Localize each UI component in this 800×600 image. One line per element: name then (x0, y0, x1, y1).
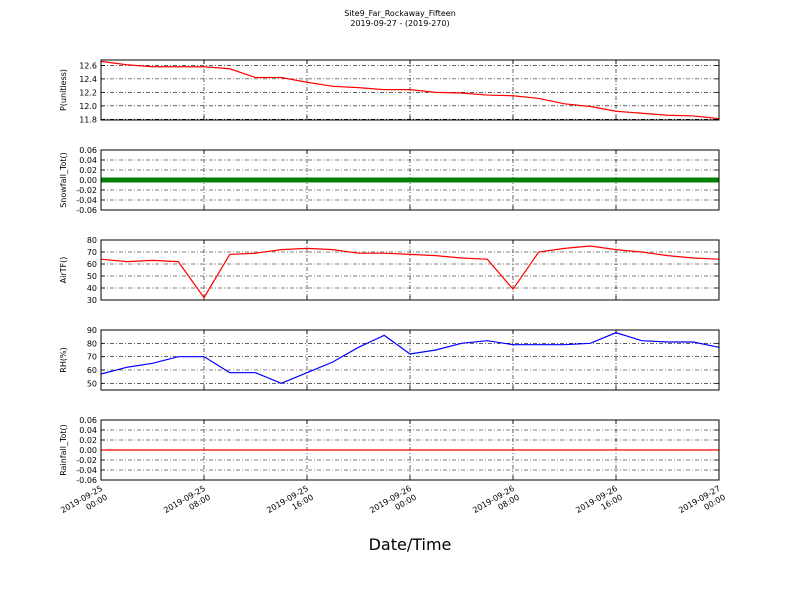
x-tick-label: 2019-09-2500:00 (59, 484, 109, 524)
y-axis-label: P(unitless) (59, 69, 68, 111)
y-tick-label: -0.06 (76, 476, 97, 485)
y-tick-label: 12.4 (79, 75, 97, 84)
y-tick-label: 50 (87, 272, 97, 281)
y-tick-label: 80 (87, 339, 97, 348)
x-tick-label: 2019-09-2700:00 (677, 484, 727, 524)
y-axis-label: AirTF() (59, 257, 68, 284)
y-tick-label: 0.04 (79, 426, 97, 435)
plot-frame (100, 239, 720, 301)
chart-subtitle: 2019-09-27 - (2019-270) (350, 19, 449, 28)
x-tick-label-group: 2019-09-2516:00 (265, 484, 315, 524)
x-tick-label-group: 2019-09-2500:00 (59, 484, 109, 524)
y-tick-label: 0.00 (79, 176, 97, 185)
y-tick-label: 12.6 (79, 61, 97, 70)
x-tick-label: 2019-09-2600:00 (368, 484, 418, 524)
y-axis-label: Snowfall_Tot() (59, 152, 68, 208)
y-tick-label: -0.04 (76, 466, 97, 475)
y-tick-label: 0.06 (79, 146, 97, 155)
y-tick-label: 11.8 (79, 115, 97, 124)
y-tick-label: -0.06 (76, 206, 97, 215)
data-line (101, 332, 719, 384)
x-tick-label: 2019-09-2616:00 (574, 484, 624, 524)
plot-frame (100, 59, 720, 121)
plot-frame (100, 149, 720, 211)
x-tick-label-group: 2019-09-2608:00 (471, 484, 521, 524)
y-tick-label: -0.02 (76, 456, 97, 465)
x-tick-label-group: 2019-09-2616:00 (574, 484, 624, 524)
y-tick-label: 0.06 (79, 416, 97, 425)
y-tick-label: 80 (87, 236, 97, 245)
plot-frame (100, 419, 720, 481)
y-tick-label: 0.00 (79, 446, 97, 455)
data-line (101, 245, 719, 299)
y-tick-label: 0.02 (79, 166, 97, 175)
x-tick-label-group: 2019-09-2700:00 (677, 484, 727, 524)
y-tick-label: 0.04 (79, 156, 97, 165)
y-tick-label: 70 (87, 353, 97, 362)
y-tick-label: 12.0 (79, 102, 97, 111)
x-tick-label-group: 2019-09-2508:00 (162, 484, 212, 524)
x-tick-label-group: 2019-09-2600:00 (368, 484, 418, 524)
x-tick-label: 2019-09-2516:00 (265, 484, 315, 524)
y-tick-label: 50 (87, 379, 97, 388)
y-tick-label: 70 (87, 248, 97, 257)
data-line (101, 60, 719, 120)
y-tick-label: 60 (87, 260, 97, 269)
y-tick-label: 30 (87, 296, 97, 305)
y-axis-label: Rainfall_Tot() (59, 424, 68, 476)
chart-title: Site9_Far_Rockaway_Fifteen (344, 9, 456, 18)
y-tick-label: 0.02 (79, 436, 97, 445)
y-tick-label: -0.02 (76, 186, 97, 195)
y-tick-label: -0.04 (76, 196, 97, 205)
y-tick-label: 90 (87, 326, 97, 335)
y-tick-label: 60 (87, 366, 97, 375)
x-tick-label: 2019-09-2608:00 (471, 484, 521, 524)
y-tick-label: 12.2 (79, 88, 97, 97)
y-axis-label: RH(%) (59, 347, 68, 372)
plot-frame (100, 329, 720, 391)
y-tick-label: 40 (87, 284, 97, 293)
x-axis-label: Date/Time (369, 535, 452, 554)
x-tick-label: 2019-09-2508:00 (162, 484, 212, 524)
